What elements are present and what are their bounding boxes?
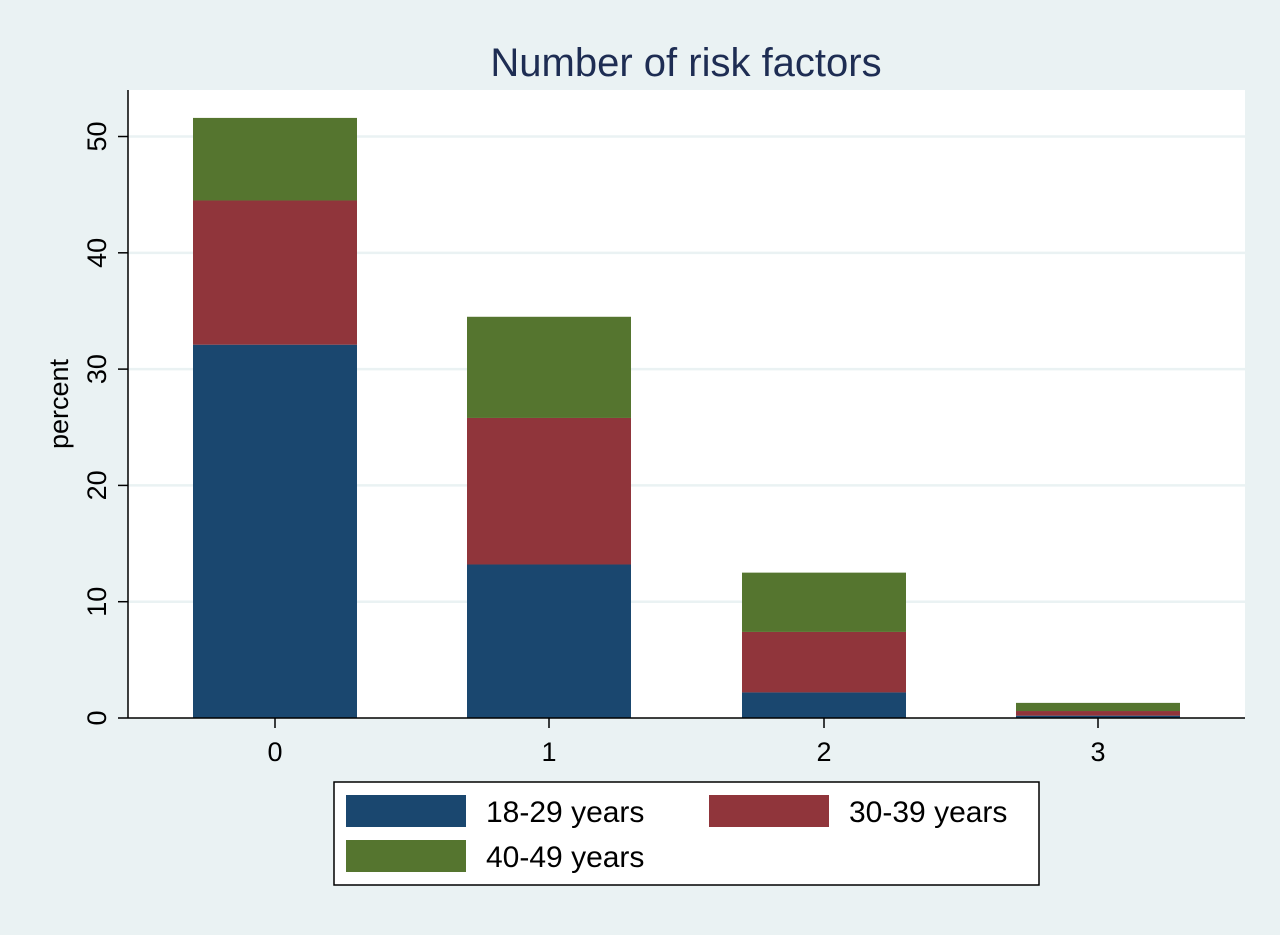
bar-segment (1016, 702, 1180, 712)
y-tick-label: 40 (82, 238, 112, 268)
bar-segment (467, 417, 631, 565)
x-tick-label: 3 (1090, 737, 1105, 767)
bar-segment (1016, 711, 1180, 716)
bar-segment (193, 117, 357, 201)
bar-segment (467, 564, 631, 718)
x-tick-label: 2 (816, 737, 831, 767)
legend-label: 18-29 years (486, 796, 644, 829)
chart-title: Number of risk factors (490, 41, 881, 85)
legend: 18-29 years 30-39 years 40-49 years (333, 781, 1040, 886)
y-axis-label: percent (44, 358, 74, 449)
y-tick-label: 50 (82, 121, 112, 151)
bar-segment (193, 200, 357, 345)
bar-segment (742, 631, 906, 693)
y-tick-label: 10 (82, 587, 112, 617)
y-tick-label: 30 (82, 354, 112, 384)
x-tick-label: 0 (267, 737, 282, 767)
legend-label: 30-39 years (849, 796, 1007, 829)
legend-swatch (346, 840, 466, 872)
bar-segment (1016, 715, 1180, 718)
bar-segment (467, 316, 631, 418)
legend-swatch (346, 795, 466, 827)
x-tick-label: 1 (541, 737, 556, 767)
legend-swatch (709, 795, 829, 827)
y-tick-label: 0 (82, 710, 112, 725)
ticks-layer: 0 10 20 30 40 50 0 1 2 3 (82, 121, 1106, 767)
bar-segment (193, 344, 357, 718)
bar-segment (742, 572, 906, 632)
bar-segment (742, 692, 906, 718)
legend-label: 40-49 years (486, 841, 644, 874)
axes-layer (127, 90, 1245, 719)
bars-layer (193, 117, 1180, 718)
y-tick-label: 20 (82, 470, 112, 500)
